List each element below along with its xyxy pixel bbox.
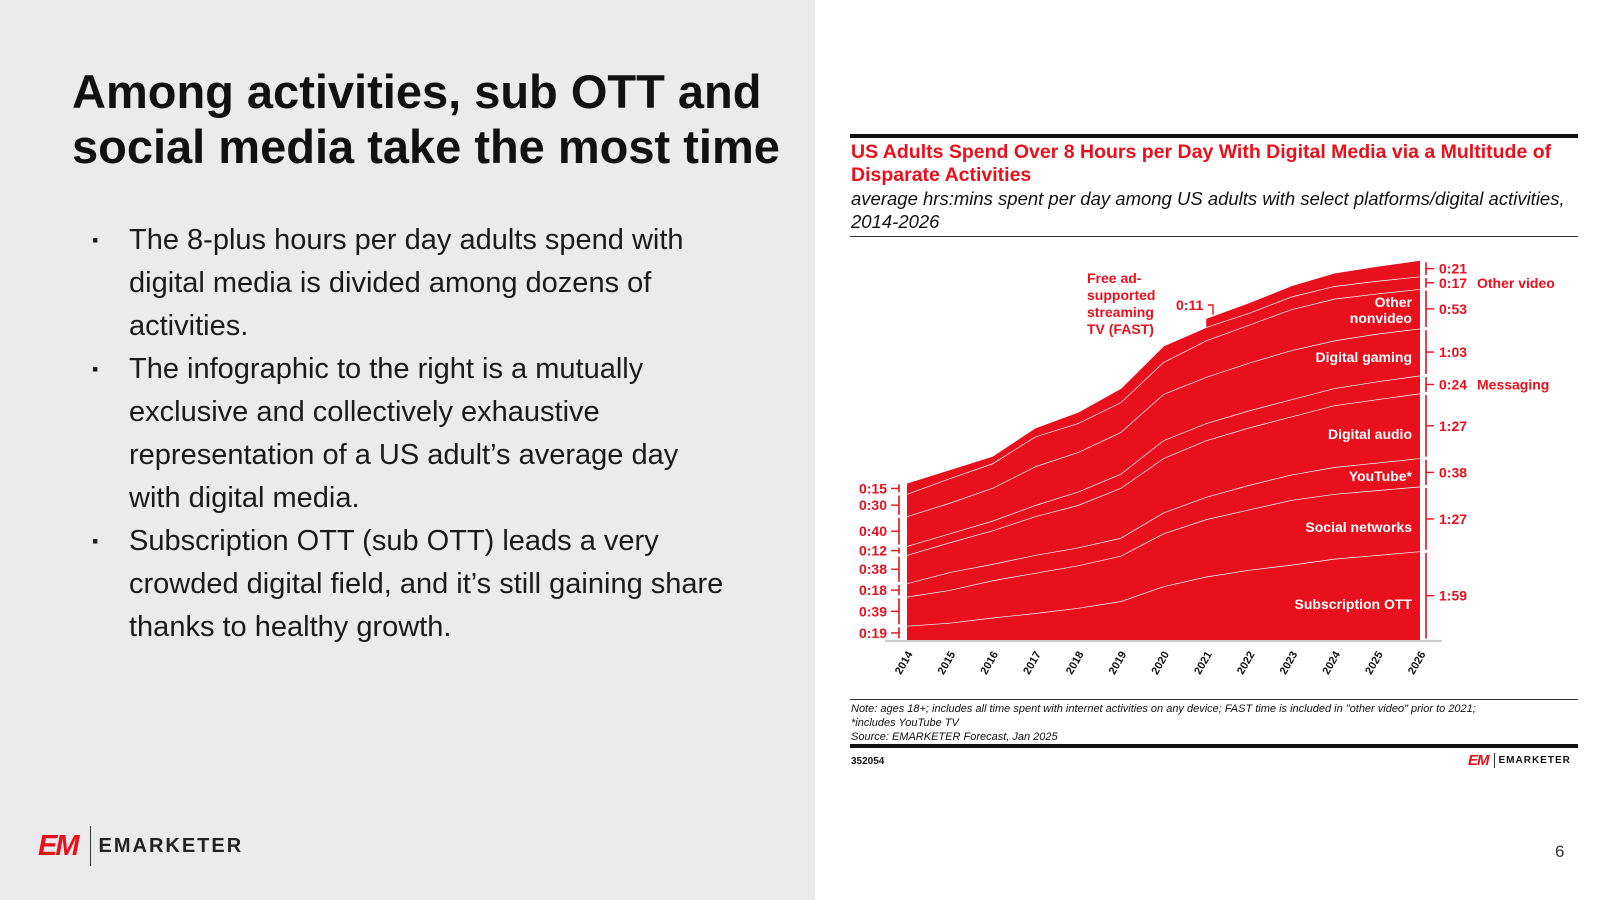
fast-label: TV (FAST) <box>1087 321 1154 337</box>
em-logo-icon: EM <box>38 829 79 862</box>
x-tick-label: 2017 <box>1021 650 1044 677</box>
slide-text-panel: Among activities, sub OTT and social med… <box>0 0 815 900</box>
note-footnote: *includes YouTube TV <box>851 717 959 729</box>
series-inline-label: Digital gaming <box>1316 349 1412 365</box>
area-band-youtube <box>907 458 1420 597</box>
x-tick-label: 2021 <box>1192 650 1215 677</box>
start-value-label: 0:19 <box>859 625 887 641</box>
chart-subtitle: average hrs:mins spent per day among US … <box>851 188 1565 232</box>
end-value-label: 1:27 <box>1439 511 1467 527</box>
area-band-other-video <box>907 276 1420 494</box>
chart-header-rule <box>850 236 1578 237</box>
bullet-item: ▪ The 8-plus hours per day adults spend w… <box>92 219 732 348</box>
bullet-marker-icon: ▪ <box>92 531 99 551</box>
area-band-digital-audio <box>907 393 1420 584</box>
start-value-label: 0:18 <box>859 582 887 598</box>
x-tick-label: 2026 <box>1406 650 1429 677</box>
start-value-label: 0:15 <box>859 480 887 496</box>
start-value-label: 0:38 <box>859 561 887 577</box>
end-value-label: 1:59 <box>1439 588 1467 604</box>
end-value-label: 1:03 <box>1439 344 1467 360</box>
area-band-digital-gaming <box>907 328 1420 547</box>
start-value-label: 0:12 <box>859 543 887 559</box>
logo-divider <box>89 826 91 866</box>
source-text: Source: EMARKETER Forecast, Jan 2025 <box>851 731 1058 743</box>
area-band-social-networks <box>907 486 1420 626</box>
bullet-list: ▪ The 8-plus hours per day adults spend w… <box>92 219 732 649</box>
chart-bottom-rule <box>850 744 1578 748</box>
logo-name: EMARKETER <box>1498 755 1571 766</box>
x-tick-label: 2020 <box>1149 650 1172 677</box>
fast-value-label: 0:11 <box>1176 297 1203 313</box>
bullet-marker-icon: ▪ <box>92 230 99 250</box>
page-number: 6 <box>1555 842 1565 861</box>
chart-title: US Adults Spend Over 8 Hours per Day Wit… <box>851 141 1552 186</box>
area-band-subscription-ott <box>907 551 1420 640</box>
series-inline-label: Digital audio <box>1328 426 1412 442</box>
end-value-label: 0:17 <box>1439 275 1467 291</box>
x-tick-label: 2022 <box>1235 650 1258 677</box>
stacked-area-chart: 2014 2015 2016 2017 2018 2019 2020 2021 2022 2023… <box>859 260 1555 677</box>
bullet-text: The 8-plus hours per day adults spend wi… <box>129 224 684 342</box>
end-value-label: 0:21 <box>1439 261 1467 277</box>
logo-name: EMARKETER <box>98 834 244 857</box>
series-inline-label: Other <box>1375 294 1413 310</box>
start-value-label: 0:30 <box>859 497 887 513</box>
bullet-item: ▪ The infographic to the right is a mutua… <box>92 348 732 520</box>
series-inline-label: Subscription OTT <box>1295 596 1413 612</box>
x-tick-label: 2025 <box>1363 650 1386 677</box>
x-tick-label: 2015 <box>936 650 959 677</box>
chart-footer-rule <box>850 699 1578 700</box>
bullet-marker-icon: ▪ <box>92 359 99 379</box>
x-tick-label: 2014 <box>893 649 916 677</box>
x-tick-label: 2019 <box>1107 650 1130 677</box>
x-tick-label: 2018 <box>1064 650 1087 677</box>
end-value-label: 0:24 <box>1439 376 1467 392</box>
chart-emarketer-logo: EM EMARKETER <box>1468 752 1571 769</box>
x-tick-label: 2016 <box>978 650 1001 677</box>
end-value-label: 0:38 <box>1439 464 1467 480</box>
note-text: Note: ages 18+; includes all time spent … <box>851 703 1476 715</box>
messaging-label: Messaging <box>1477 376 1549 392</box>
end-value-label: 1:27 <box>1439 418 1467 434</box>
x-tick-label: 2024 <box>1320 649 1343 677</box>
other-video-label: Other video <box>1477 275 1555 291</box>
em-logo-icon: EM <box>1468 752 1489 769</box>
start-value-label: 0:40 <box>859 523 887 539</box>
slide-title: Among activities, sub OTT and social med… <box>72 65 780 173</box>
chart-top-rule <box>850 134 1578 138</box>
bullet-text: The infographic to the right is a mutual… <box>129 353 679 514</box>
fast-callout-bracket <box>1208 304 1214 315</box>
end-value-label: 0:53 <box>1439 301 1467 317</box>
fast-label: Free ad- <box>1087 270 1142 286</box>
series-inline-label: nonvideo <box>1350 310 1412 326</box>
area-band-free-ad-supported-streaming-tv-fast <box>1206 260 1420 328</box>
chart-notes: Note: ages 18+; includes all time spent … <box>851 702 1581 744</box>
area-band-messaging <box>907 375 1420 556</box>
chart-id: 352054 <box>851 756 885 767</box>
fast-label: supported <box>1087 287 1155 303</box>
series-inline-label: Social networks <box>1305 519 1412 535</box>
fast-label: streaming <box>1087 304 1154 320</box>
bullet-item: ▪ Subscription OTT (sub OTT) leads a very… <box>92 520 732 649</box>
series-inline-label: YouTube* <box>1349 468 1413 484</box>
area-band-other-nonvideo <box>907 289 1420 517</box>
x-tick-label: 2023 <box>1278 650 1301 677</box>
logo-divider <box>1493 753 1495 768</box>
bullet-text: Subscription OTT (sub OTT) leads a very … <box>129 525 724 643</box>
emarketer-logo: EM EMARKETER <box>38 826 243 866</box>
start-value-label: 0:39 <box>859 603 887 619</box>
